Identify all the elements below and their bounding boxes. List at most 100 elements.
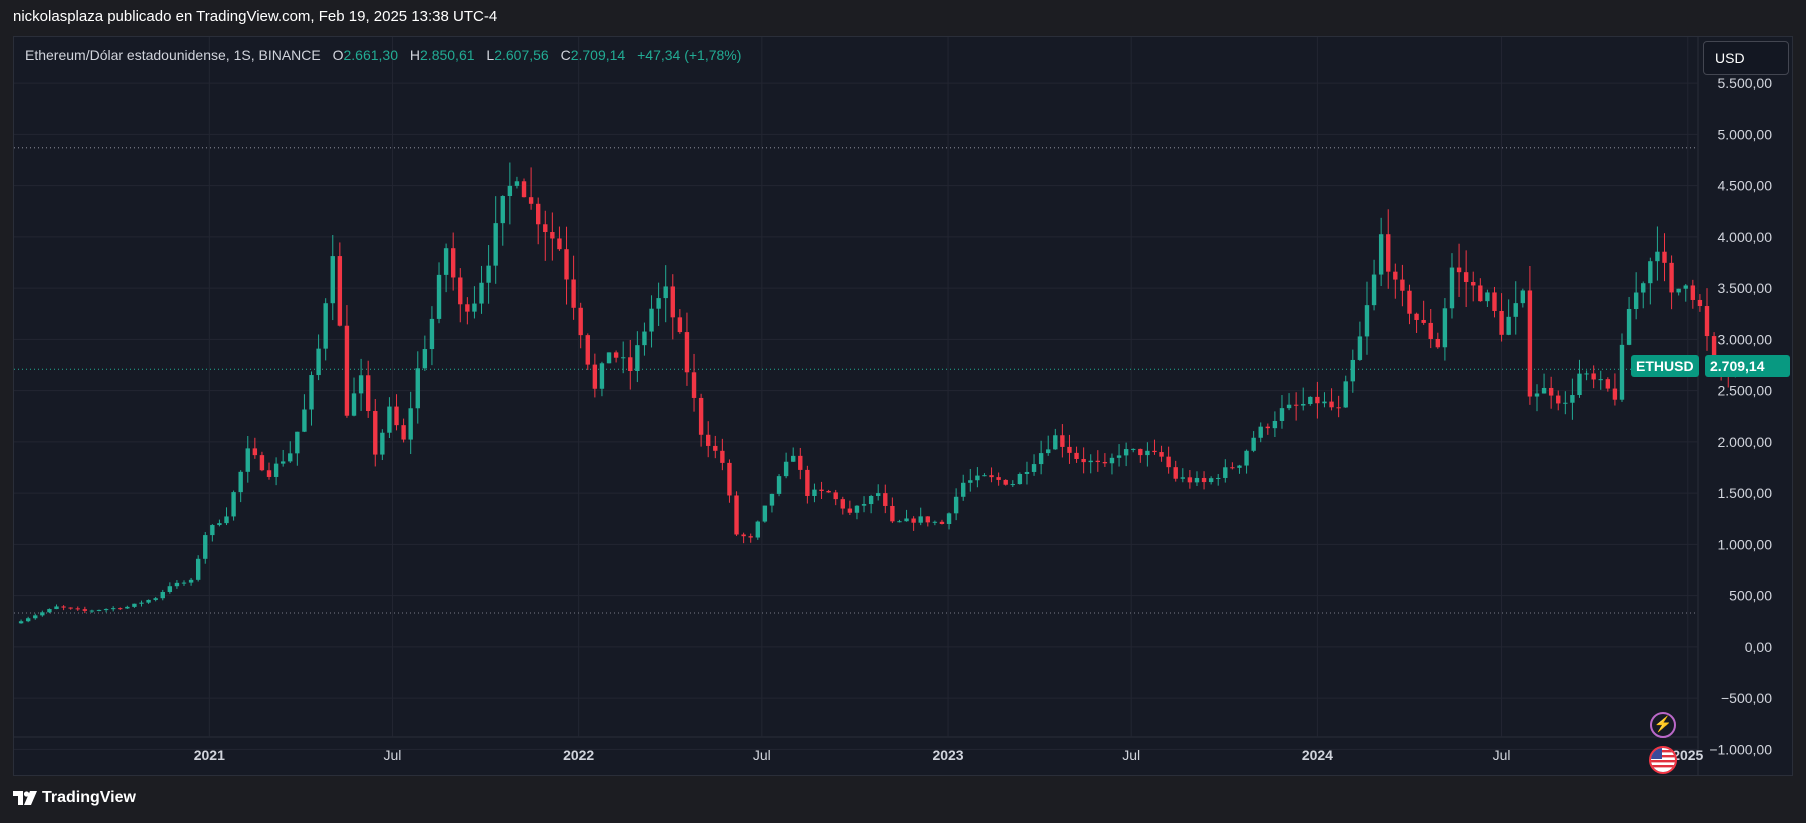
candle-up: [854, 505, 860, 513]
high-value: 2.850,61: [420, 47, 475, 63]
low-value: 2.607,56: [494, 47, 549, 63]
candle-down: [82, 609, 88, 611]
tradingview-logo[interactable]: TradingView: [13, 789, 136, 807]
candle-down: [365, 375, 371, 412]
candle-down: [628, 357, 633, 371]
candle-down: [1704, 306, 1710, 337]
candle-down: [989, 475, 994, 478]
candle-up: [1633, 292, 1639, 309]
candle-up: [876, 493, 881, 496]
candle-up: [1485, 292, 1490, 302]
candle-up: [1598, 379, 1603, 381]
candle-up: [224, 516, 229, 524]
symbol-description[interactable]: Ethereum/Dólar estadounidense, 1S, BINAN…: [25, 47, 321, 63]
candle-up: [946, 513, 952, 524]
candle-down: [847, 508, 853, 513]
candle-down: [1159, 452, 1164, 457]
candle-down: [748, 536, 753, 538]
candle-down: [373, 411, 378, 455]
candle-up: [146, 599, 151, 603]
candle-down: [1697, 299, 1703, 307]
candle-up: [472, 303, 477, 312]
candle-down: [543, 224, 548, 233]
candle-up: [443, 248, 449, 275]
candle-down: [1690, 285, 1696, 300]
y-tick-label: 500,00: [1729, 588, 1772, 604]
candle-up: [861, 504, 867, 506]
candle-down: [698, 397, 704, 435]
candle-up: [1371, 274, 1377, 306]
candle-up: [1258, 426, 1263, 438]
candle-down: [939, 521, 945, 524]
candle-down: [550, 232, 555, 239]
chart-panel[interactable]: 5.500,00 5.000,00 4.500,00 4.000,00 3.500,00…: [13, 36, 1793, 776]
candle-down: [61, 606, 66, 608]
candle-down: [1669, 262, 1674, 293]
change-value: +47,34 (+1,78%): [637, 47, 742, 63]
candle-up: [217, 523, 222, 526]
candle-up: [174, 582, 180, 587]
candle-up: [1272, 420, 1278, 429]
candle-up: [1343, 381, 1348, 408]
ohlc-legend: Ethereum/Dólar estadounidense, 1S, BINAN…: [25, 47, 741, 63]
candlestick-chart[interactable]: 5.500,00 5.000,00 4.500,00 4.000,00 3.500,00…: [14, 37, 1792, 775]
candle-down: [1138, 448, 1143, 456]
candle-down: [578, 307, 583, 336]
candle-up: [1648, 261, 1653, 284]
y-tick-label: 3.000,00: [1718, 331, 1773, 347]
candle-down: [1421, 319, 1426, 323]
candle-down: [450, 248, 456, 278]
candle-up: [1619, 344, 1625, 400]
candle-up: [387, 406, 392, 433]
candle-up: [125, 606, 130, 609]
x-tick-label: 2025: [1672, 747, 1703, 763]
lightning-icon[interactable]: ⚡: [1650, 712, 1676, 738]
candle-down: [458, 277, 463, 305]
candle-down: [1428, 322, 1433, 339]
candle-down: [1414, 313, 1419, 320]
candle-down: [1456, 267, 1462, 273]
candle-up: [868, 495, 874, 505]
candle-down: [1003, 479, 1008, 485]
candle-down: [734, 495, 739, 535]
candle-up: [1301, 404, 1306, 406]
candle-up: [1286, 404, 1292, 409]
candle-down: [1187, 477, 1193, 483]
candle-up: [1506, 316, 1511, 335]
candle-up: [1046, 449, 1051, 454]
candle-down: [1081, 458, 1086, 463]
candle-up: [1031, 464, 1037, 472]
candle-up: [1357, 336, 1363, 360]
candle-up: [932, 521, 938, 523]
tradingview-brand: TradingView: [42, 789, 136, 806]
candle-up: [507, 185, 513, 197]
y-tick-label: 2.000,00: [1718, 434, 1773, 450]
candle-up: [302, 409, 307, 432]
candle-up: [1244, 450, 1249, 466]
close-value: 2.709,14: [570, 47, 626, 63]
candle-down: [1499, 310, 1504, 335]
candle-up: [54, 606, 59, 610]
candle-up: [167, 586, 173, 592]
candle-down: [337, 256, 343, 326]
candle-up: [96, 609, 102, 611]
y-tick-label: 4.500,00: [1718, 178, 1773, 194]
candle-up: [642, 331, 647, 346]
candle-down: [1173, 467, 1178, 479]
candle-up: [897, 521, 902, 523]
candle-up: [1194, 477, 1200, 483]
x-tick-label: 2021: [194, 747, 225, 763]
candle-down: [819, 489, 824, 491]
us-flag-icon[interactable]: [1649, 746, 1677, 774]
currency-button[interactable]: USD: [1703, 41, 1789, 75]
candle-down: [833, 492, 838, 500]
y-tick-label: 5.000,00: [1718, 126, 1773, 142]
candle-up: [1308, 396, 1313, 405]
candle-up: [436, 274, 442, 319]
candle-down: [344, 325, 350, 416]
candle-up: [1088, 460, 1093, 463]
candle-up: [1655, 251, 1660, 262]
candle-up: [1364, 305, 1370, 337]
candle-up: [1534, 393, 1540, 397]
candle-up: [1322, 401, 1327, 404]
